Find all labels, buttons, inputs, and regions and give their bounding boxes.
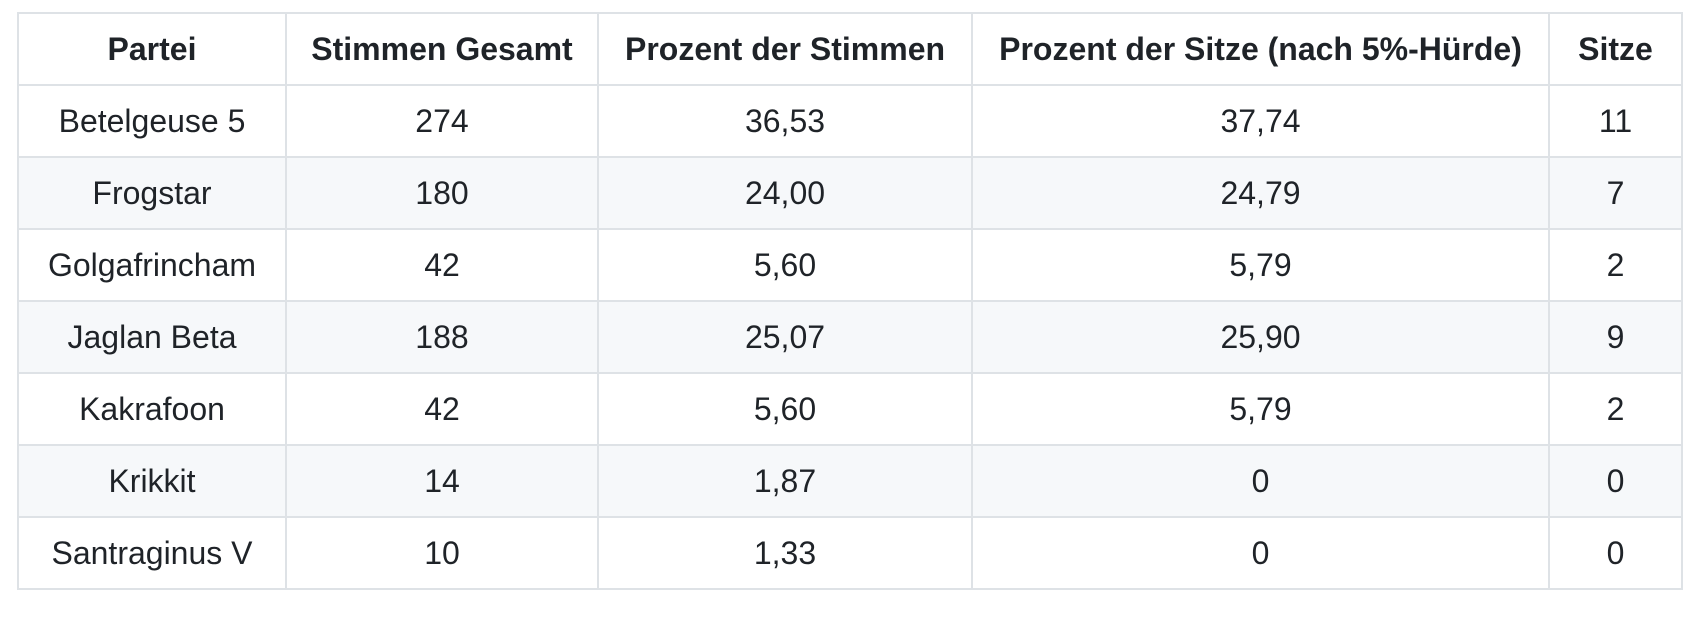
cell-prozent-der-stimmen: 36,53 bbox=[597, 84, 973, 158]
cell-sitze: 11 bbox=[1548, 84, 1683, 158]
table-row: Jaglan Beta 188 25,07 25,90 9 bbox=[17, 300, 1683, 374]
cell-sitze: 7 bbox=[1548, 156, 1683, 230]
cell-stimmen-gesamt: 10 bbox=[285, 516, 599, 590]
table-row: Golgafrincham 42 5,60 5,79 2 bbox=[17, 228, 1683, 302]
cell-sitze: 0 bbox=[1548, 444, 1683, 518]
cell-prozent-der-sitze: 5,79 bbox=[971, 228, 1550, 302]
cell-stimmen-gesamt: 42 bbox=[285, 228, 599, 302]
cell-stimmen-gesamt: 14 bbox=[285, 444, 599, 518]
table-row: Kakrafoon 42 5,60 5,79 2 bbox=[17, 372, 1683, 446]
cell-prozent-der-sitze: 5,79 bbox=[971, 372, 1550, 446]
cell-partei: Santraginus V bbox=[17, 516, 287, 590]
header-row: Partei Stimmen Gesamt Prozent der Stimme… bbox=[17, 12, 1683, 86]
cell-sitze: 9 bbox=[1548, 300, 1683, 374]
election-results-table: Partei Stimmen Gesamt Prozent der Stimme… bbox=[17, 12, 1683, 590]
cell-partei: Krikkit bbox=[17, 444, 287, 518]
header-prozent-der-stimmen: Prozent der Stimmen bbox=[597, 12, 973, 86]
cell-prozent-der-sitze: 25,90 bbox=[971, 300, 1550, 374]
table-row: Frogstar 180 24,00 24,79 7 bbox=[17, 156, 1683, 230]
cell-stimmen-gesamt: 42 bbox=[285, 372, 599, 446]
header-stimmen-gesamt: Stimmen Gesamt bbox=[285, 12, 599, 86]
cell-prozent-der-stimmen: 1,33 bbox=[597, 516, 973, 590]
cell-prozent-der-sitze: 0 bbox=[971, 444, 1550, 518]
cell-partei: Kakrafoon bbox=[17, 372, 287, 446]
cell-stimmen-gesamt: 274 bbox=[285, 84, 599, 158]
cell-prozent-der-sitze: 0 bbox=[971, 516, 1550, 590]
cell-sitze: 2 bbox=[1548, 372, 1683, 446]
cell-partei: Betelgeuse 5 bbox=[17, 84, 287, 158]
cell-partei: Frogstar bbox=[17, 156, 287, 230]
cell-prozent-der-stimmen: 5,60 bbox=[597, 228, 973, 302]
cell-partei: Jaglan Beta bbox=[17, 300, 287, 374]
table-row: Santraginus V 10 1,33 0 0 bbox=[17, 516, 1683, 590]
table-row: Krikkit 14 1,87 0 0 bbox=[17, 444, 1683, 518]
cell-prozent-der-sitze: 37,74 bbox=[971, 84, 1550, 158]
header-sitze: Sitze bbox=[1548, 12, 1683, 86]
cell-partei: Golgafrincham bbox=[17, 228, 287, 302]
cell-prozent-der-stimmen: 1,87 bbox=[597, 444, 973, 518]
cell-sitze: 2 bbox=[1548, 228, 1683, 302]
cell-stimmen-gesamt: 188 bbox=[285, 300, 599, 374]
cell-prozent-der-stimmen: 5,60 bbox=[597, 372, 973, 446]
table-body: Betelgeuse 5 274 36,53 37,74 11 Frogstar 180 24… bbox=[17, 84, 1683, 590]
header-partei: Partei bbox=[17, 12, 287, 86]
cell-prozent-der-stimmen: 24,00 bbox=[597, 156, 973, 230]
cell-prozent-der-sitze: 24,79 bbox=[971, 156, 1550, 230]
cell-stimmen-gesamt: 180 bbox=[285, 156, 599, 230]
cell-sitze: 0 bbox=[1548, 516, 1683, 590]
header-prozent-der-sitze: Prozent der Sitze (nach 5%-Hürde) bbox=[971, 12, 1550, 86]
table-row: Betelgeuse 5 274 36,53 37,74 11 bbox=[17, 84, 1683, 158]
cell-prozent-der-stimmen: 25,07 bbox=[597, 300, 973, 374]
table-header: Partei Stimmen Gesamt Prozent der Stimme… bbox=[17, 12, 1683, 86]
